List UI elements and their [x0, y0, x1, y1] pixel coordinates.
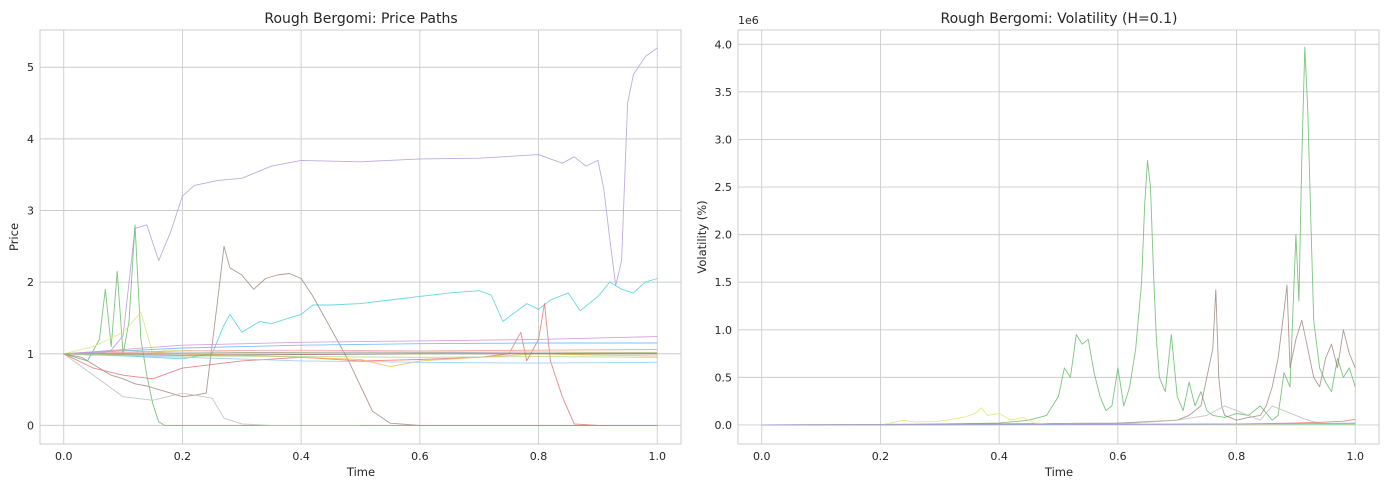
y-tick-label: 3.0: [715, 133, 733, 146]
y-tick-label: 2: [27, 276, 34, 289]
x-tick-label: 0.8: [1228, 450, 1246, 463]
series-line-1: [63, 47, 658, 356]
price-paths-chart: Rough Bergomi: Price Paths 0.0 0.2 0.4 0.6 0…: [7, 11, 682, 479]
series-line-1: [761, 46, 1356, 426]
chart-title: Rough Bergomi: Price Paths: [264, 11, 457, 27]
x-tick-label: 0.6: [411, 450, 429, 463]
series-line-5: [63, 224, 658, 426]
y-tick-label: 3: [27, 204, 34, 217]
series-line-6: [63, 353, 361, 426]
series-line-13: [63, 353, 658, 356]
series-line-10: [63, 336, 658, 355]
y-tick-label: 5: [27, 61, 34, 74]
series-line-14: [63, 351, 658, 355]
x-tick-label: 0.4: [990, 450, 1008, 463]
x-tick-label: 0.2: [872, 450, 890, 463]
y-tick-label: 4: [27, 133, 34, 146]
series-line-4: [761, 407, 1356, 426]
y-axis-label: Price: [7, 223, 21, 251]
y-tick-label: 1.0: [715, 324, 733, 337]
chart-title: Rough Bergomi: Volatility (H=0.1): [941, 11, 1178, 27]
x-tick-label: 0.4: [292, 450, 310, 463]
y-tick-label: 0.0: [715, 419, 733, 432]
x-axis-label: Time: [1044, 465, 1073, 479]
series-line-2: [761, 284, 1356, 426]
series-line-7: [761, 422, 1356, 426]
series-line-9: [63, 342, 658, 355]
y-tick-label: 1: [27, 348, 34, 361]
y-tick-label: 4.0: [715, 38, 733, 51]
plot-frame: [39, 29, 682, 445]
x-tick-label: 0.2: [174, 450, 192, 463]
y-tick-label: 3.5: [715, 86, 733, 99]
series-line-3: [63, 245, 658, 426]
x-axis-label: Time: [346, 465, 375, 479]
x-tick-label: 0.0: [55, 450, 73, 463]
series-line-12: [63, 349, 658, 355]
y-tick-label: 1.5: [715, 276, 733, 289]
volatility-chart: Rough Bergomi: Volatility (H=0.1) 0.0 0.2…: [695, 11, 1380, 479]
x-tick-label: 1.0: [649, 450, 667, 463]
x-tick-label: 0.6: [1109, 450, 1127, 463]
series-line-11: [63, 353, 658, 364]
series-line-3: [761, 405, 1356, 426]
x-tick-label: 0.8: [530, 450, 548, 463]
plot-frame: [737, 29, 1380, 445]
y-axis-offset-label: 1e6: [738, 14, 759, 27]
series-line-15: [63, 353, 658, 358]
y-tick-label: 0.5: [715, 371, 733, 384]
x-tick-label: 1.0: [1347, 450, 1365, 463]
y-tick-label: 2.0: [715, 229, 733, 242]
y-tick-label: 2.5: [715, 181, 733, 194]
y-axis-label: Volatility (%): [695, 200, 709, 273]
series-line-4: [63, 303, 658, 426]
series-line-2: [63, 278, 658, 360]
y-tick-label: 0: [27, 419, 34, 432]
x-tick-label: 0.0: [753, 450, 771, 463]
